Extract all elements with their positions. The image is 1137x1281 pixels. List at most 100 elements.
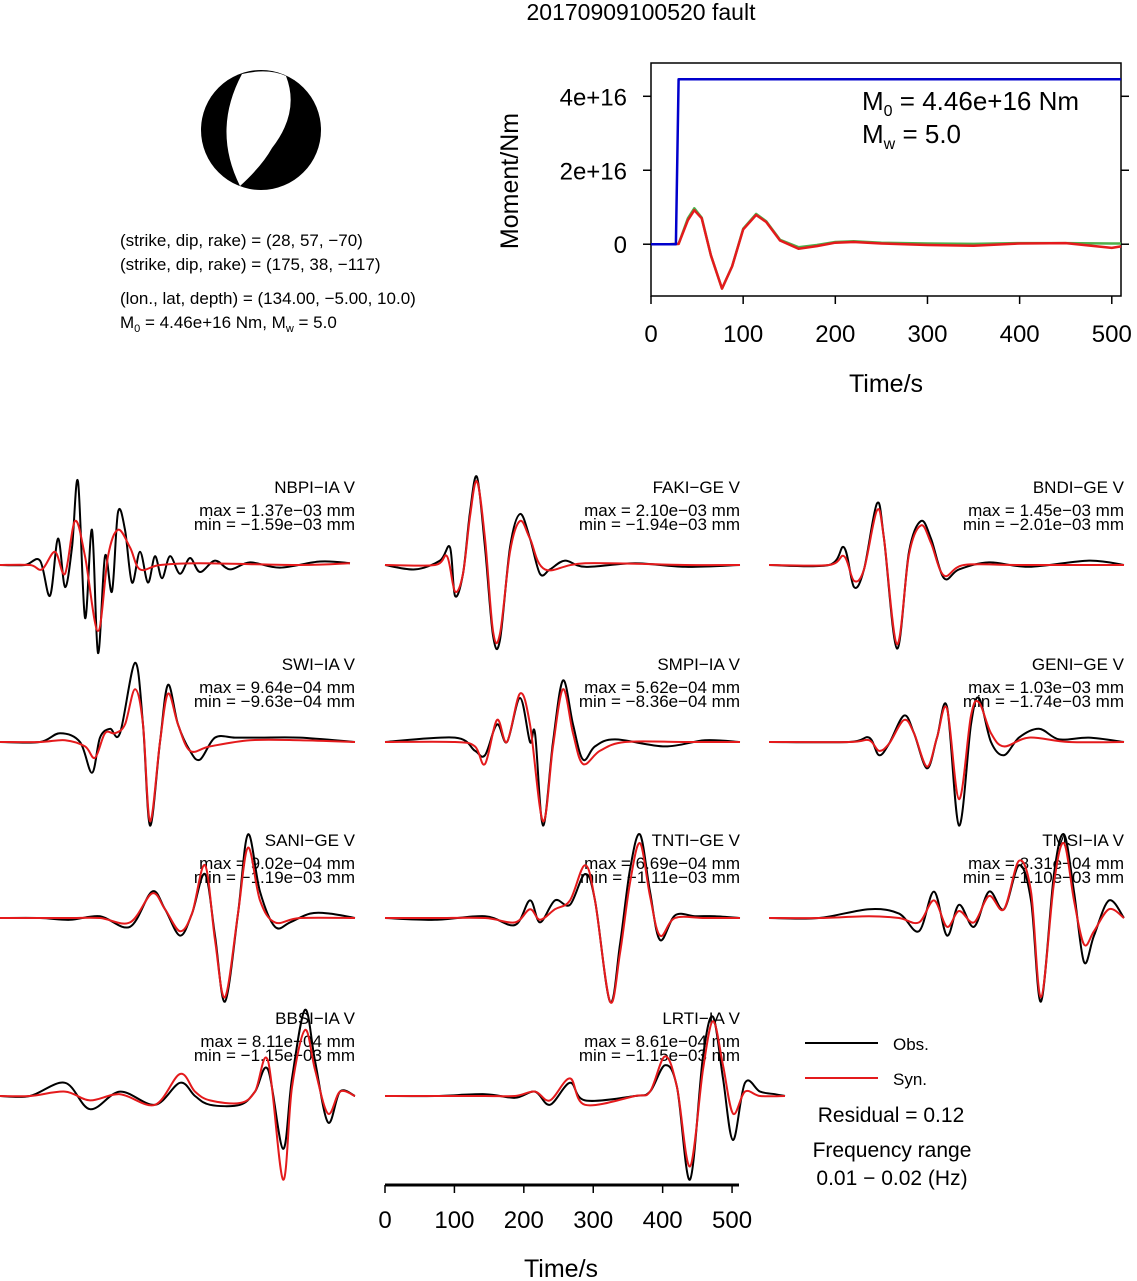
station-name: TMSI−IA V: [1042, 831, 1124, 850]
station-max: max = 8.11e−04 mm: [200, 1032, 355, 1051]
syn-trace: [384, 480, 741, 645]
station-min: min = −1.19e−03 mm: [194, 868, 355, 887]
stf-axes: 0 2e+16 4e+16 0 100 200 300 400 500: [560, 84, 1132, 348]
stf-xlabel: Time/s: [849, 370, 923, 398]
station-max: max = 9.02e−04 mm: [199, 854, 355, 873]
station-min: min = −1.74e−03 mm: [963, 692, 1124, 711]
stf-ytick-label: 4e+16: [560, 84, 627, 111]
station-min: min = −2.01e−03 mm: [963, 515, 1124, 534]
nodal-plane-2: (strike, dip, rake) = (175, 38, −117): [120, 255, 380, 274]
legend: Obs. Syn.: [805, 1035, 929, 1089]
obs-trace: [384, 679, 741, 827]
time-axis-tick-label: 300: [573, 1207, 613, 1234]
stf-lines: [651, 78, 1122, 290]
frequency-range-title: Frequency range: [813, 1139, 972, 1162]
station-max: max = 8.61e−04 mm: [584, 1032, 740, 1051]
station-name: SMPI−IA V: [657, 655, 740, 674]
station-max: max = 2.10e−03 mm: [584, 501, 740, 520]
station-max: max = 6.69e−04 mm: [584, 854, 740, 873]
station-min: min = −1.59e−03 mm: [194, 515, 355, 534]
location-text: (lon., lat, depth) = (134.00, −5.00, 10.…: [120, 289, 416, 308]
stf-ylabel: Moment/Nm: [496, 113, 524, 249]
syn-trace: [384, 688, 740, 823]
stf-plot-frame: [650, 62, 1122, 297]
stf-xtick-label: 200: [815, 321, 855, 348]
stf-xtick-label: 100: [723, 321, 763, 348]
nodal-plane-1: (strike, dip, rake) = (28, 57, −70): [120, 231, 363, 250]
waveform-xlabel: Time/s: [524, 1255, 598, 1281]
station-max: max = 1.37e−03 mm: [199, 501, 355, 520]
obs-trace: [768, 696, 1125, 827]
station-name: BNDI−GE V: [1033, 478, 1125, 497]
stf-ytick-label: 0: [614, 232, 627, 259]
stf-ytick-label: 2e+16: [560, 158, 627, 185]
syn-trace: [768, 699, 1125, 801]
stf-xtick-label: 300: [907, 321, 947, 348]
stf-xtick-label: 0: [644, 321, 657, 348]
obs-trace: [0, 661, 356, 827]
station-max: max = 1.45e−03 mm: [968, 501, 1124, 520]
station-min: min = −8.36e−04 mm: [579, 692, 740, 711]
station-name: NBPI−IA V: [274, 478, 355, 497]
station-min: min = −1.94e−03 mm: [579, 515, 740, 534]
station-min: min = −9.63e−04 mm: [194, 692, 355, 711]
time-axis-tick-label: 400: [643, 1207, 683, 1234]
station-max: max = 9.64e−04 mm: [199, 678, 355, 697]
stf-xtick-label: 500: [1092, 321, 1132, 348]
station-name: TNTI−GE V: [652, 831, 741, 850]
frequency-range-value: 0.01 − 0.02 (Hz): [816, 1167, 967, 1190]
station-min: min = −1.15e−03 mm: [194, 1046, 355, 1065]
obs-trace: [0, 1008, 356, 1150]
obs-trace: [0, 478, 351, 655]
station-max: max = 1.03e−03 mm: [968, 678, 1124, 697]
residual-text: Residual = 0.12: [818, 1104, 965, 1127]
moment-text: M0 = 4.46e+16 Nm, Mw = 5.0: [120, 313, 337, 335]
figure-title: 20170909100520 fault: [527, 0, 757, 25]
beachball-dilatation: [226, 71, 291, 186]
time-axis-tick-label: 200: [504, 1207, 544, 1234]
station-max: max = 5.62e−04 mm: [584, 678, 740, 697]
station-min: min = −1.10e−03 mm: [963, 868, 1124, 887]
stf-series-2: [651, 207, 1121, 290]
legend-syn-label: Syn.: [893, 1070, 927, 1089]
station-name: FAKI−GE V: [653, 478, 741, 497]
station-min: min = −1.11e−03 mm: [580, 868, 740, 887]
syn-trace: [768, 842, 1125, 999]
time-axis-tick-label: 0: [378, 1207, 391, 1234]
syn-trace: [0, 688, 356, 823]
syn-trace: [384, 1020, 786, 1168]
station-name: SANI−GE V: [265, 831, 356, 850]
stf-moment-label: M0 = 4.46e+16 Nm: [862, 86, 1079, 120]
station-name: LRTI−IA V: [662, 1009, 740, 1028]
stf-series-1: [651, 208, 1122, 290]
time-axis-tick-label: 100: [434, 1207, 474, 1234]
legend-obs-label: Obs.: [893, 1035, 929, 1054]
station-max: max = 8.31e−04 mm: [968, 854, 1124, 873]
station-name: SWI−IA V: [282, 655, 356, 674]
beachball: [201, 70, 321, 190]
stf-chart: 0 2e+16 4e+16 0 100 200 300 400 500 M0 = 4.46e+1…: [496, 62, 1132, 398]
stf-xtick-label: 400: [1000, 321, 1040, 348]
syn-trace: [0, 846, 356, 999]
time-axis-tick-label: 500: [712, 1207, 752, 1234]
station-min: min = −1.15e−03 mm: [579, 1046, 740, 1065]
waveform-time-axis: 0 100 200 300 400 500: [378, 1183, 752, 1234]
syn-trace: [385, 842, 740, 1004]
syn-trace: [0, 1028, 356, 1181]
stf-mw-label: Mw = 5.0: [862, 119, 961, 153]
stf-series-0: [651, 78, 1121, 246]
station-name: GENI−GE V: [1032, 655, 1125, 674]
